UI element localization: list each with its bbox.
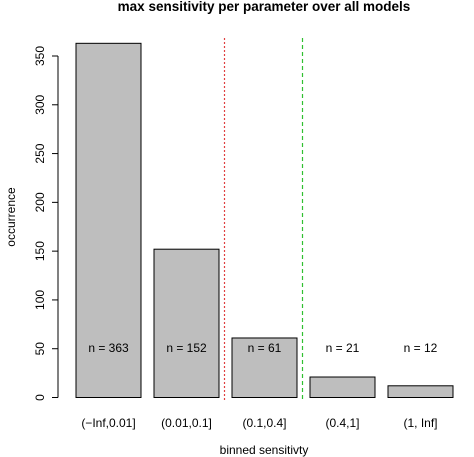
- x-tick-label: (0.1,0.4]: [242, 416, 286, 430]
- bar: [75, 42, 142, 399]
- data-label: n = 363: [88, 341, 129, 355]
- bar: [231, 337, 298, 398]
- x-axis-label: binned sensitivty: [220, 443, 309, 457]
- y-tick-label: 100: [33, 290, 47, 310]
- data-label: n = 12: [404, 341, 438, 355]
- x-tick-label: (0.01,0.1]: [161, 416, 212, 430]
- bar: [387, 385, 454, 399]
- data-labels: n = 363 n = 152 n = 61 n = 21 n = 12: [88, 341, 437, 355]
- data-label: n = 21: [326, 341, 360, 355]
- y-axis-label: occurrence: [4, 187, 18, 247]
- y-tick-label: 0: [33, 394, 47, 401]
- bar: [309, 376, 376, 399]
- chart-title: max sensitivity per parameter over all m…: [118, 0, 411, 14]
- reference-lines: [223, 38, 304, 402]
- y-tick-label: 200: [33, 192, 47, 212]
- y-tick-label: 50: [33, 342, 47, 356]
- x-tick-label: (−Inf,0.01]: [81, 416, 135, 430]
- y-tick-label: 250: [33, 143, 47, 163]
- x-tick-label: (0.4,1]: [325, 416, 359, 430]
- y-tick-label: 300: [33, 94, 47, 114]
- y-tick-label: 350: [33, 46, 47, 66]
- bars: [75, 42, 454, 399]
- x-tick-label: (1, Inf]: [403, 416, 437, 430]
- data-label: n = 61: [248, 341, 282, 355]
- y-tick-label: 150: [33, 241, 47, 261]
- data-label: n = 152: [166, 341, 207, 355]
- y-axis: 0 50 100 150 200 250 300 350: [33, 46, 59, 401]
- x-tick-labels: (−Inf,0.01] (0.01,0.1] (0.1,0.4] (0.4,1] (1,…: [81, 416, 437, 430]
- bar: [153, 248, 220, 398]
